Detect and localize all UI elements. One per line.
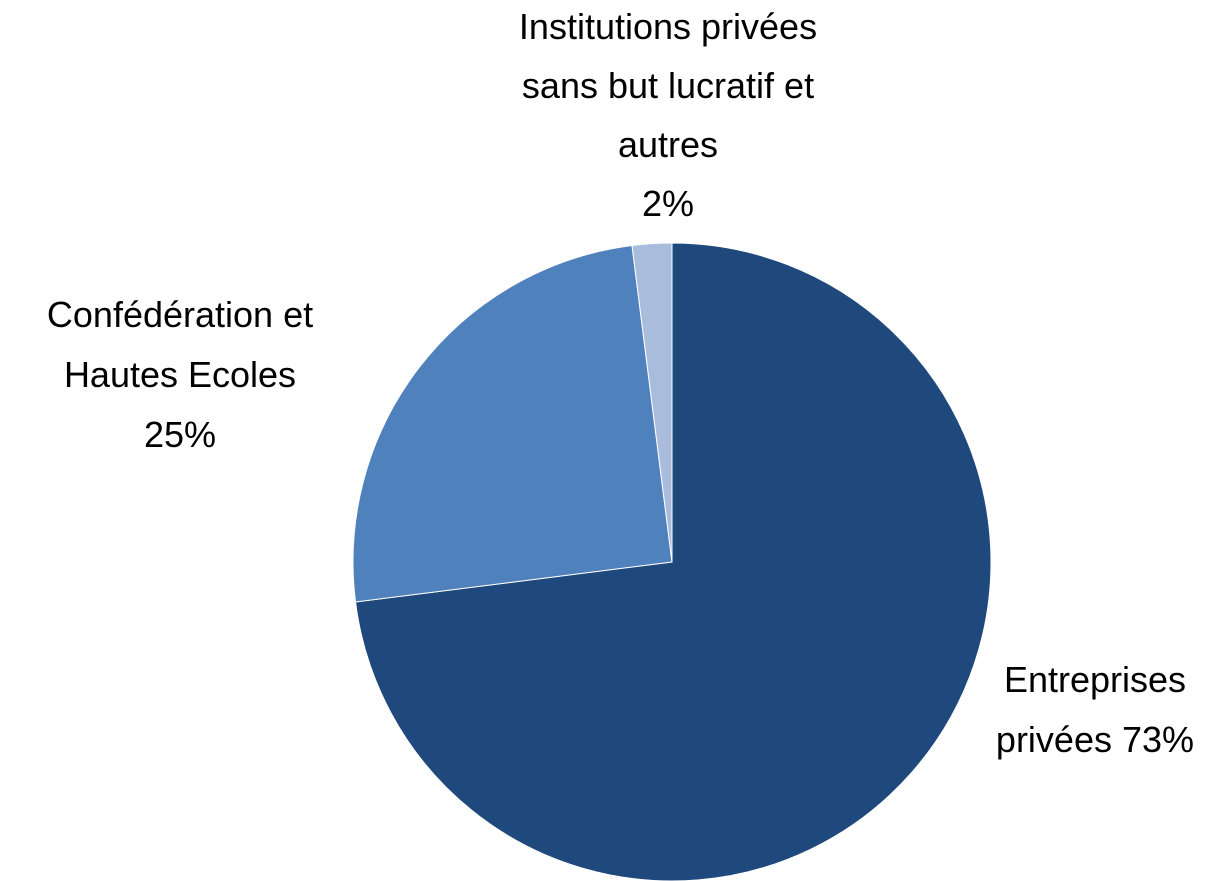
- slice-label: Entreprises privées 73%: [975, 650, 1215, 770]
- slice-label: Confédération et Hautes Ecoles 25%: [20, 285, 340, 465]
- category-label: Institutions privées sans but lucratif e…: [518, 6, 818, 165]
- category-label: Entreprises privées: [995, 659, 1187, 760]
- pie-slice: [354, 242, 992, 881]
- value-label: 25%: [143, 414, 217, 455]
- slice-label: Institutions privées sans but lucratif e…: [503, 0, 833, 233]
- value-label: 2%: [641, 183, 695, 224]
- value-label: 73%: [1122, 719, 1195, 760]
- pie-slice: [352, 244, 673, 603]
- category-label: Confédération et Hautes Ecoles: [46, 294, 314, 395]
- pie-slice: [631, 242, 673, 563]
